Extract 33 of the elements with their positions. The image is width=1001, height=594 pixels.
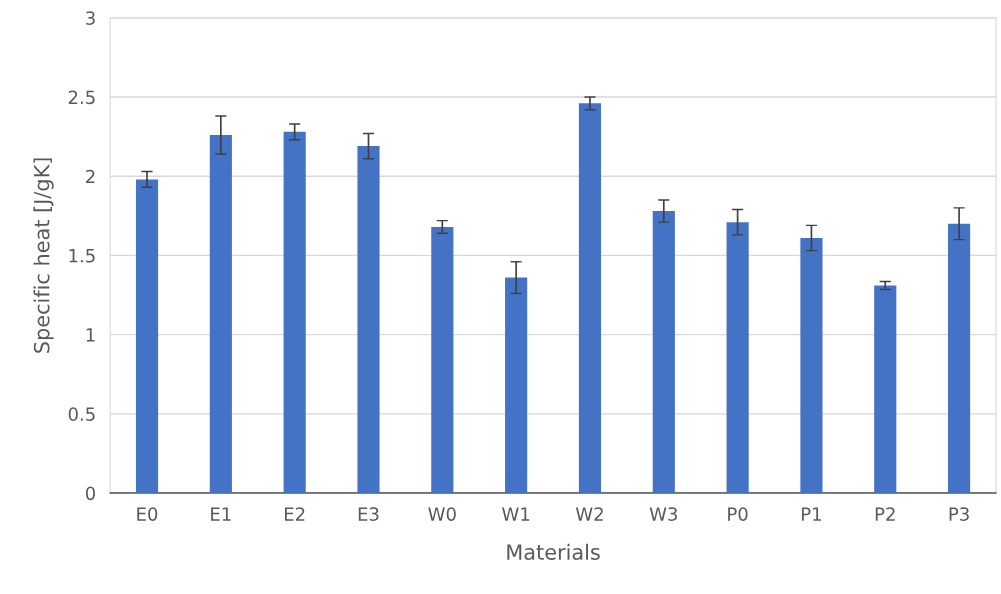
- x-tick-label: P0: [728, 507, 748, 521]
- bar: [726, 222, 749, 494]
- x-tick-label: E0: [137, 507, 158, 521]
- x-tick-label: P3: [949, 507, 969, 521]
- bar: [209, 135, 232, 494]
- x-tick-label: P2: [875, 507, 895, 521]
- x-tick-label: E1: [211, 507, 231, 521]
- x-axis-title: Materials: [507, 543, 600, 560]
- x-tick-label: P1: [802, 507, 821, 521]
- bar: [948, 223, 971, 494]
- bar: [505, 277, 528, 494]
- bar: [135, 179, 159, 494]
- bar: [800, 238, 823, 494]
- y-tick-label: 3: [86, 11, 95, 25]
- bar: [874, 285, 897, 494]
- x-tick-label: W3: [649, 507, 678, 521]
- y-tick-label: 1.5: [69, 249, 95, 263]
- x-tick-label: W0: [428, 507, 456, 521]
- bar: [652, 211, 675, 494]
- x-tick-label: E2: [284, 507, 305, 521]
- y-tick-label: 2.5: [68, 90, 95, 105]
- bar: [431, 226, 454, 494]
- bar: [357, 146, 380, 494]
- x-tick-label: W2: [575, 507, 603, 521]
- x-tick-label: E3: [358, 507, 379, 521]
- y-tick-label: 1: [86, 328, 95, 342]
- y-tick-label: 2: [86, 169, 95, 184]
- x-tick-label: W1: [502, 507, 530, 521]
- bar: [283, 131, 306, 494]
- y-tick-label: 0: [85, 486, 96, 501]
- y-axis-title: Specific heat [J/gK]: [33, 158, 54, 353]
- y-tick-label: 0.5: [68, 407, 95, 421]
- bar: [578, 103, 602, 494]
